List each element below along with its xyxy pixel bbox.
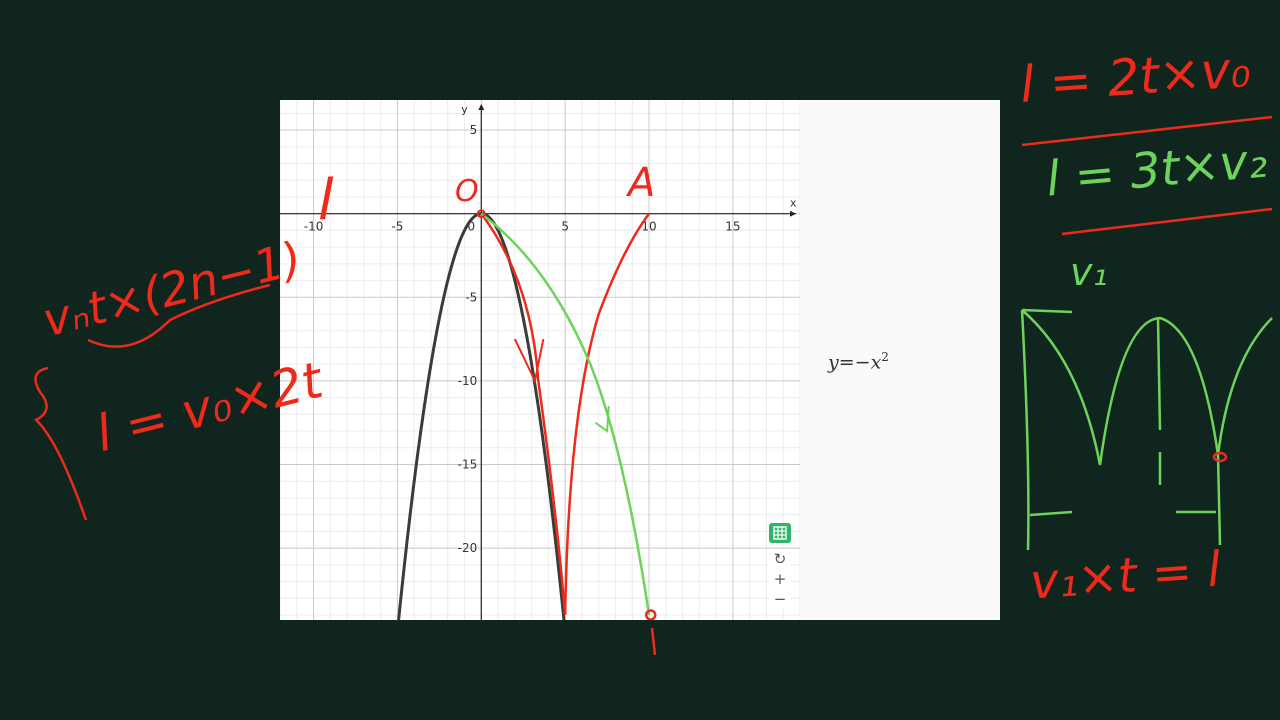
x-tick-label: 10 [641,220,656,234]
red-arrowhead [513,338,545,385]
marker-circle [1212,451,1228,463]
x-tick-label: 15 [725,220,740,234]
arrow-stroke [1021,308,1073,314]
bottom-marker [644,609,657,620]
y-tick-label: -10 [458,374,478,388]
x-tick-label: 5 [561,220,569,234]
red-return-trajectory [563,212,651,616]
right-bottom-formula: v₁×t = l [1028,541,1223,611]
brace-stroke [33,366,88,521]
zoom-in-button[interactable]: + [769,569,791,589]
green-trajectory [480,212,651,616]
x-axis-label: x [790,197,797,210]
l-left-label: l [318,168,334,233]
zoom-out-button[interactable]: − [769,589,791,609]
label-a: A [628,160,656,206]
tick-labels: x y -10 -5 0 5 10 15 5 -5 -10 -15 -20 [304,103,797,555]
underline-stroke [1061,207,1273,236]
arrow-stroke [1029,510,1073,517]
y-tick-label: -15 [458,458,478,472]
expression-panel[interactable]: y=−x2 [800,100,1000,620]
wave-sketch [1020,309,1273,551]
x-tick-label: -10 [304,220,324,234]
table-icon[interactable] [769,523,791,543]
x-tick-label: 0 [467,220,475,234]
graph-ink [476,209,657,620]
green-top-formula: l = 2t×v₀ [1018,40,1253,114]
expression-exponent: 2 [881,350,889,364]
tick-stroke [1216,454,1222,546]
y-tick-label: 5 [470,123,478,137]
tick-stroke [1156,317,1162,431]
grid-minor [280,100,800,620]
expression-formula[interactable]: y=−x2 [828,350,889,373]
y-axis-label: y [461,103,468,116]
y-tick-label: -5 [465,290,477,304]
green-arrowhead [594,405,610,433]
tick-stroke [650,627,657,656]
green-second-formula: l = 3t×v₂ [1043,132,1270,208]
expression-lhs: y=−x [828,351,882,374]
right-v1-label: v₁ [1070,250,1108,294]
left-top-formula: vₙt×(2n−1) [37,230,307,348]
x-axis-arrow [790,210,796,217]
graph-panel[interactable]: x y -10 -5 0 5 10 15 5 -5 -10 -15 -20 ↻ + − [280,100,800,620]
graph-canvas[interactable]: x y -10 -5 0 5 10 15 5 -5 -10 -15 -20 [280,100,800,620]
y-tick-label: -20 [458,541,478,555]
axes [280,104,796,620]
red-trajectory [480,212,567,616]
origin-marker [476,209,486,219]
y-axis-arrow [478,104,485,110]
x-tick-label: -5 [391,220,403,234]
reset-view-icon[interactable]: ↻ [769,549,791,569]
label-o: O [455,174,479,209]
